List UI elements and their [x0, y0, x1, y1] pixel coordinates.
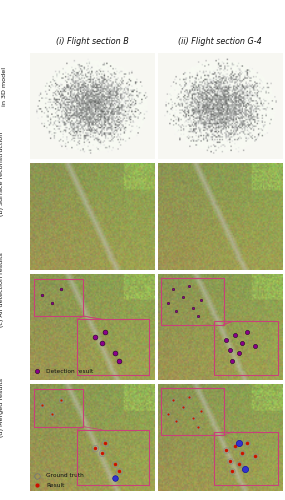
Text: Detection result: Detection result [46, 369, 93, 374]
Text: Result: Result [46, 482, 64, 488]
Text: (d) Merged results: (d) Merged results [0, 378, 4, 437]
Text: (i) Flight section B: (i) Flight section B [56, 37, 129, 46]
Text: (c) All detection results: (c) All detection results [0, 252, 4, 327]
Bar [214, 432, 278, 485]
Bar [162, 278, 224, 324]
Bar [162, 388, 224, 435]
Bar [214, 322, 278, 374]
Text: (ii) Flight section G-4: (ii) Flight section G-4 [178, 37, 262, 46]
Bar [77, 430, 149, 485]
Text: (b) Surface reconstruction: (b) Surface reconstruction [0, 132, 4, 216]
Bar [34, 390, 84, 426]
Bar [34, 279, 84, 316]
Text: (a) Feature points
in 3D model: (a) Feature points in 3D model [0, 49, 7, 106]
Bar [77, 320, 149, 374]
Text: Ground truth: Ground truth [46, 473, 84, 478]
